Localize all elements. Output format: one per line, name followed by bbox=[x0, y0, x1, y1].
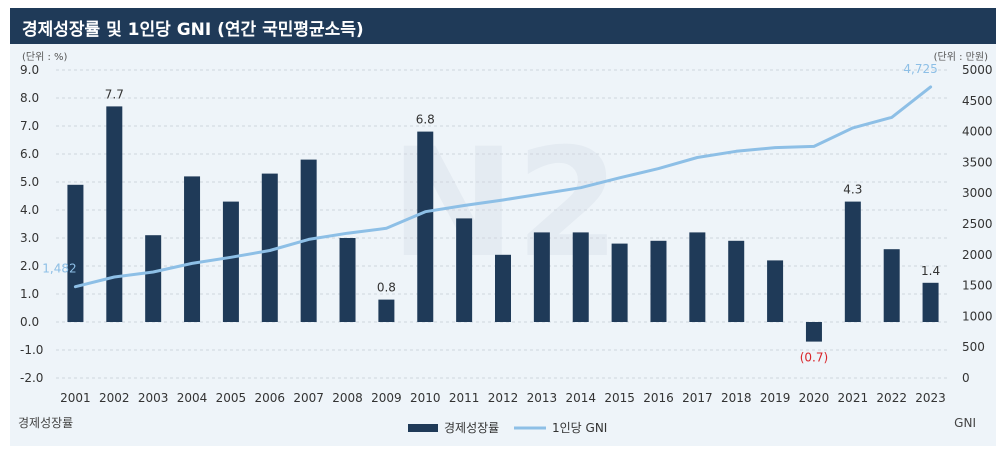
y-right-unit: (단위 : 만원) bbox=[934, 50, 988, 63]
bar-2006 bbox=[261, 173, 278, 322]
bar-value-label: 4.3 bbox=[843, 183, 862, 197]
bar-2004 bbox=[184, 176, 201, 322]
legend-swatch-bar bbox=[408, 424, 438, 432]
y-right-tick-label: 3500 bbox=[962, 155, 993, 169]
bar-2002 bbox=[106, 106, 123, 323]
y-left-tick-label: 6.0 bbox=[20, 147, 39, 161]
y-left-tick-label: -1.0 bbox=[20, 343, 43, 357]
x-tick-label: 2011 bbox=[449, 391, 480, 405]
bar-2009 bbox=[378, 299, 395, 322]
y-left-tick-label: -2.0 bbox=[20, 371, 43, 385]
x-tick-label: 2012 bbox=[488, 391, 519, 405]
bar-2015 bbox=[611, 243, 628, 322]
y-right-tick-label: 5000 bbox=[962, 63, 993, 77]
bar-value-label: 1.4 bbox=[921, 264, 940, 278]
bar-2005 bbox=[222, 201, 239, 322]
x-tick-label: 2017 bbox=[682, 391, 713, 405]
bar-2001 bbox=[67, 184, 84, 322]
bar-2013 bbox=[533, 232, 550, 322]
y-right-tick-label: 4000 bbox=[962, 125, 993, 139]
y-right-tick-label: 2000 bbox=[962, 248, 993, 262]
y-left-tick-label: 4.0 bbox=[20, 203, 39, 217]
y-left-unit: (단위 : %) bbox=[22, 50, 68, 63]
y-left-tick-label: 2.0 bbox=[20, 259, 39, 273]
x-tick-label: 2016 bbox=[643, 391, 674, 405]
bar-2017 bbox=[689, 232, 706, 322]
bar-2011 bbox=[456, 218, 473, 322]
gni-value-label: 4,725 bbox=[903, 62, 937, 76]
bar-value-label: 7.7 bbox=[105, 87, 124, 101]
x-tick-label: 2005 bbox=[216, 391, 247, 405]
legend-label-bar: 경제성장률 bbox=[444, 421, 499, 435]
y-right-tick-label: 500 bbox=[962, 340, 985, 354]
bar-2021 bbox=[844, 201, 861, 322]
x-tick-label: 2018 bbox=[721, 391, 752, 405]
x-tick-label: 2022 bbox=[876, 391, 907, 405]
x-tick-label: 2020 bbox=[799, 391, 830, 405]
x-tick-label: 2007 bbox=[293, 391, 324, 405]
y-left-tick-label: 9.0 bbox=[20, 63, 39, 77]
y-left-tick-label: 7.0 bbox=[20, 119, 39, 133]
chart-area bbox=[10, 44, 996, 446]
bar-2014 bbox=[572, 232, 589, 322]
x-tick-label: 2010 bbox=[410, 391, 441, 405]
bar-2020 bbox=[805, 322, 822, 342]
y-right-tick-label: 3000 bbox=[962, 186, 993, 200]
x-tick-label: 2006 bbox=[255, 391, 286, 405]
title-bar: 경제성장률 및 1인당 GNI (연간 국민평균소득) bbox=[10, 8, 996, 44]
y-right-tick-label: 1500 bbox=[962, 279, 993, 293]
x-tick-label: 2009 bbox=[371, 391, 402, 405]
x-tick-label: 2015 bbox=[604, 391, 635, 405]
y-left-tick-label: 1.0 bbox=[20, 287, 39, 301]
bar-2019 bbox=[767, 260, 784, 322]
x-tick-label: 2001 bbox=[60, 391, 91, 405]
y-right-tick-label: 1000 bbox=[962, 309, 993, 323]
bar-2023 bbox=[922, 282, 939, 322]
x-tick-label: 2021 bbox=[838, 391, 869, 405]
x-tick-label: 2004 bbox=[177, 391, 208, 405]
x-tick-label: 2008 bbox=[332, 391, 363, 405]
y-right-tick-label: 4500 bbox=[962, 94, 993, 108]
gni-line bbox=[73, 85, 933, 289]
bar-value-label: (0.7) bbox=[800, 351, 828, 365]
x-tick-label: 2003 bbox=[138, 391, 169, 405]
x-axis-left-label: 경제성장률 bbox=[18, 416, 73, 430]
y-left-tick-label: 8.0 bbox=[20, 91, 39, 105]
y-left-tick-label: 0.0 bbox=[20, 315, 39, 329]
bar-2008 bbox=[339, 238, 356, 322]
page-title: 경제성장률 및 1인당 GNI (연간 국민평균소득) bbox=[22, 20, 364, 40]
x-tick-label: 2002 bbox=[99, 391, 130, 405]
bar-2016 bbox=[650, 240, 667, 322]
bar-2003 bbox=[145, 235, 162, 322]
y-left-tick-label: 5.0 bbox=[20, 175, 39, 189]
bar-2022 bbox=[883, 249, 900, 322]
bar-value-label: 0.8 bbox=[377, 281, 396, 295]
y-right-tick-label: 2500 bbox=[962, 217, 993, 231]
x-tick-label: 2014 bbox=[565, 391, 596, 405]
bar-2010 bbox=[417, 131, 434, 322]
bar-2012 bbox=[495, 254, 511, 322]
y-right-tick-label: 0 bbox=[962, 371, 970, 385]
x-tick-label: 2019 bbox=[760, 391, 791, 405]
gni-value-label: 1,482 bbox=[42, 262, 76, 276]
legend-label-line: 1인당 GNI bbox=[552, 421, 607, 435]
x-axis-right-label: GNI bbox=[954, 416, 976, 430]
bar-value-label: 6.8 bbox=[416, 113, 435, 127]
bar-2018 bbox=[728, 240, 745, 322]
y-left-tick-label: 3.0 bbox=[20, 231, 39, 245]
x-tick-label: 2023 bbox=[915, 391, 946, 405]
x-tick-label: 2013 bbox=[527, 391, 558, 405]
